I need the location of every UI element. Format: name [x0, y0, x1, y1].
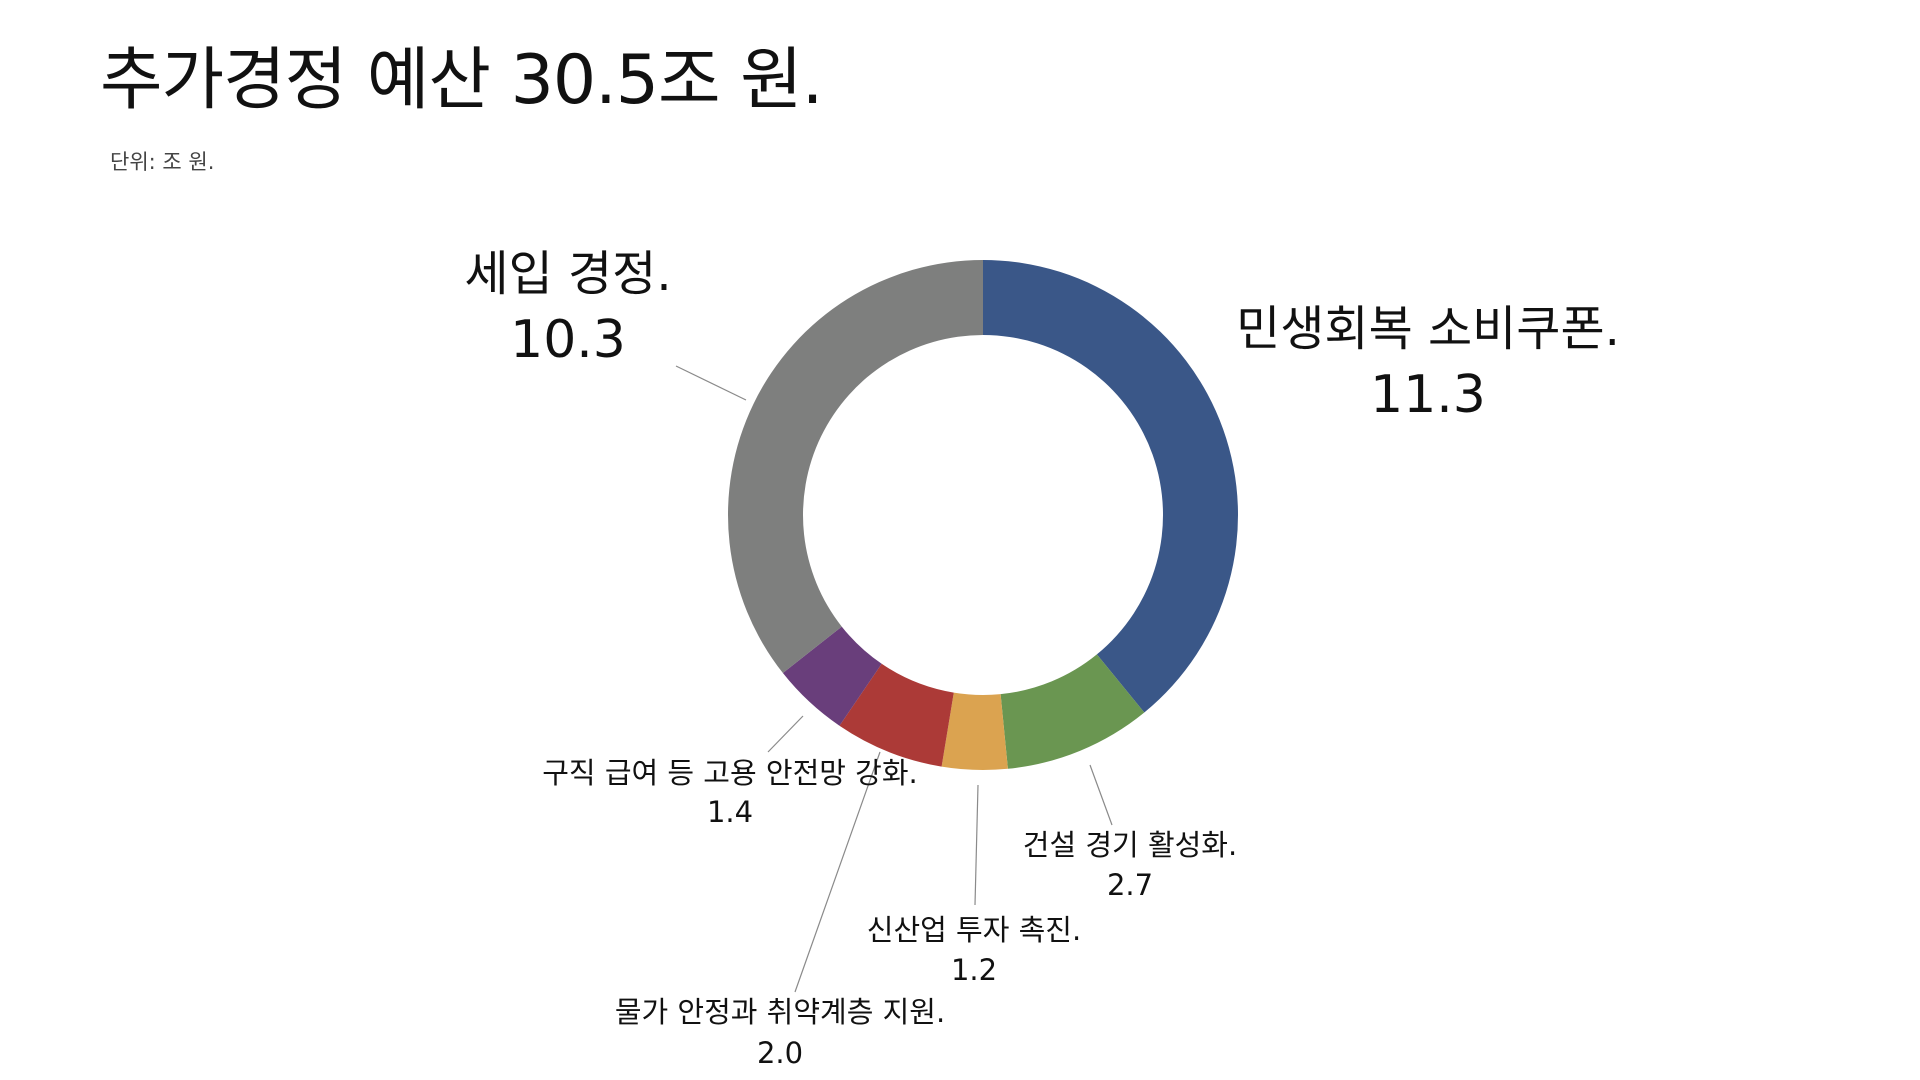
slice-label-3: 신산업 투자 촉진.: [867, 913, 1081, 947]
slice-value-2: 2.7: [1107, 868, 1153, 902]
leader-lines: [675, 365, 1113, 993]
leader-line-2: [1089, 764, 1113, 826]
donut-slices: [727, 260, 1239, 771]
slice-label-1: 민생회복 소비쿠폰.: [1236, 301, 1620, 357]
donut-slice-6: [727, 260, 983, 674]
leader-line-4: [794, 751, 881, 993]
donut-slice-2: [1000, 654, 1145, 769]
leader-line-5: [767, 715, 804, 753]
donut-slice-1: [983, 260, 1239, 713]
donut-slice-3: [941, 692, 1008, 771]
slice-label-5: 구직 급여 등 고용 안전망 강화.: [542, 756, 917, 790]
slice-label-6: 세입 경정.: [464, 246, 671, 302]
slice-value-6: 10.3: [510, 310, 626, 370]
donut-slice-4: [839, 663, 954, 767]
slice-value-5: 1.4: [707, 795, 753, 829]
slice-value-4: 2.0: [757, 1036, 803, 1070]
leader-line-3: [974, 784, 979, 906]
donut-slice-5: [782, 626, 882, 726]
unit-note: 단위: 조 원.: [110, 150, 215, 174]
chart-title: 추가경정 예산 30.5조 원.: [100, 41, 823, 120]
slice-label-4: 물가 안정과 취약계층 지원.: [615, 995, 945, 1029]
slice-value-3: 1.2: [951, 953, 997, 987]
slice-label-2: 건설 경기 활성화.: [1023, 828, 1237, 862]
slice-labels: 민생회복 소비쿠폰. 11.3 건설 경기 활성화. 2.7 신산업 투자 촉진. 1.2…: [464, 246, 1619, 1070]
slice-value-1: 11.3: [1370, 365, 1486, 425]
leader-line-6: [675, 365, 747, 401]
